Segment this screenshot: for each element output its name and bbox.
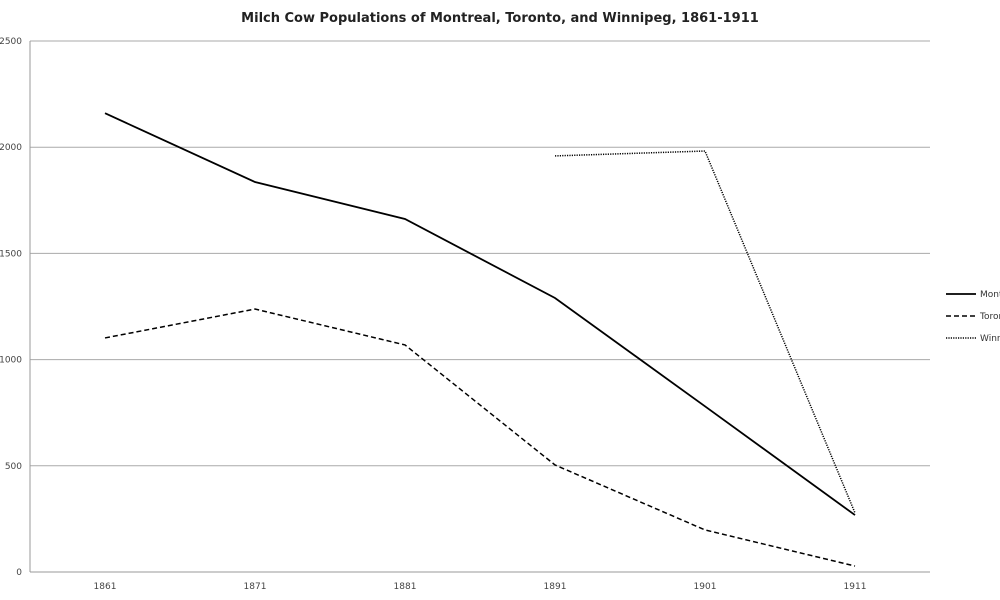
legend-label-toronto: Toronto <box>979 312 1000 322</box>
x-tick-label: 1871 <box>244 582 267 592</box>
series-line-winnipeg <box>554 150 856 514</box>
x-tick-label: 1901 <box>694 582 717 592</box>
series-line-montreal <box>104 112 856 516</box>
x-tick-label: 1891 <box>544 582 567 592</box>
x-tick-label: 1881 <box>394 582 417 592</box>
legend-label-montreal: Montreal <box>980 290 1000 300</box>
y-tick-label: 1000 <box>0 356 22 366</box>
y-tick-label: 1500 <box>0 249 22 259</box>
legend-label-winnipeg: Winnipeg <box>980 334 1000 344</box>
x-tick-label: 1911 <box>844 582 867 592</box>
chart-title: Milch Cow Populations of Montreal, Toron… <box>241 11 759 26</box>
y-tick-label: 0 <box>16 568 22 578</box>
series-line-toronto <box>104 308 856 567</box>
y-tick-label: 2000 <box>0 143 22 153</box>
y-tick-label: 2500 <box>0 37 22 47</box>
x-tick-label: 1861 <box>94 582 117 592</box>
y-tick-label: 500 <box>5 462 22 472</box>
